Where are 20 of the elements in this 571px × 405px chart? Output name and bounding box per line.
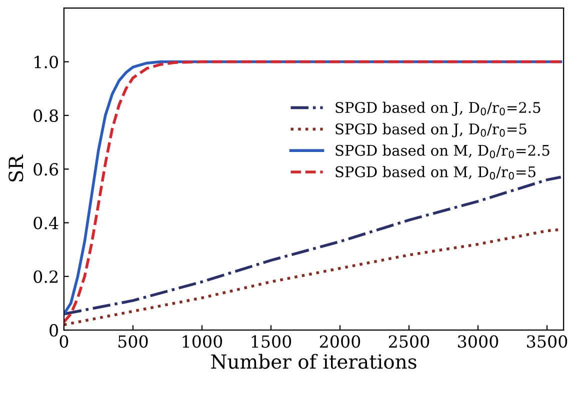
x-tick-label: 0: [60, 335, 68, 348]
y-tick-label: 1.0: [34, 56, 58, 68]
x-tick-label: 1000: [182, 335, 222, 348]
y-tick-label: 0.2: [34, 270, 58, 283]
x-tick-label: 2000: [320, 335, 360, 348]
x-tick-label: 2500: [388, 335, 430, 348]
legend-label: SPGD based on J, D$_{0}$/r$_{0}$=5: [336, 123, 526, 138]
legend-label: SPGD based on J, D$_{0}$/r$_{0}$=2.5: [336, 102, 540, 116]
x-tick-label: 3500: [527, 335, 568, 348]
legend-label: SPGD based on M, D$_{0}$/r$_{0}$=5: [336, 166, 536, 180]
x-tick-label: 3000: [458, 335, 498, 348]
x-tick-label: 500: [118, 335, 148, 348]
y-tick-label: 0.4: [34, 216, 58, 230]
x-axis-title: Number of iterations: [211, 354, 416, 369]
y-tick-label: 0.6: [34, 163, 58, 176]
legend-label: SPGD based on M, D$_{0}$/r$_{0}$=2.5: [336, 144, 550, 158]
y-tick-label: 0.8: [34, 109, 58, 122]
y-axis-title: SR: [8, 154, 24, 182]
x-tick-label: 1500: [252, 335, 292, 348]
y-tick-label: 0: [50, 324, 58, 337]
